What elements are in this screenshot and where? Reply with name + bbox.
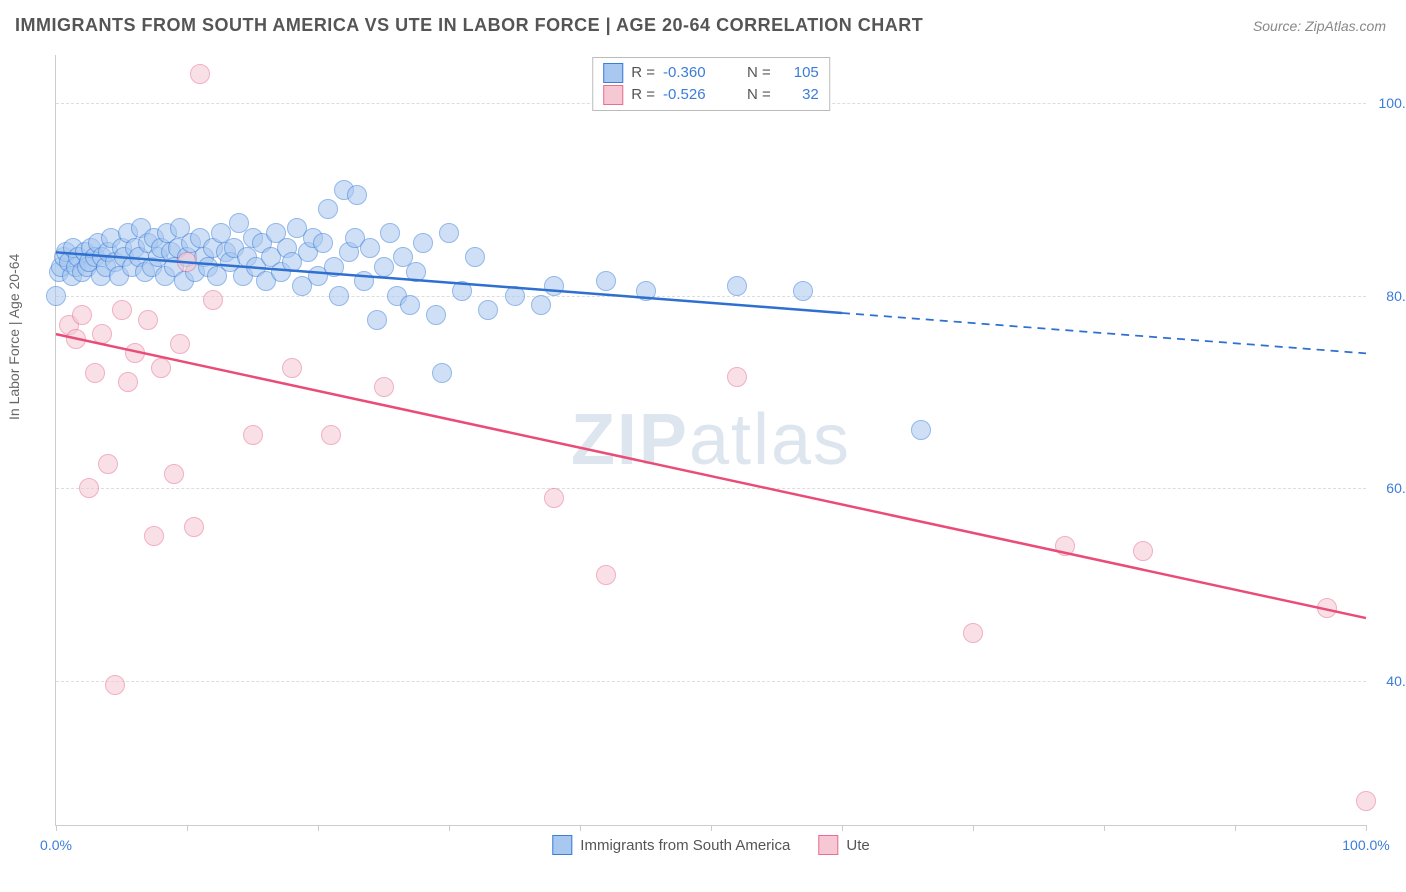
- y-axis-label: In Labor Force | Age 20-64: [6, 254, 22, 420]
- trend-line-dashed: [842, 313, 1366, 353]
- x-tick: [1104, 825, 1105, 831]
- legend-swatch: [603, 85, 623, 105]
- r-value: -0.526: [663, 84, 727, 106]
- r-label: R =: [631, 84, 655, 106]
- y-tick-label: 100.0%: [1379, 95, 1406, 111]
- trend-line: [56, 334, 1366, 618]
- legend-item: Immigrants from South America: [552, 835, 790, 855]
- trend-lines-layer: [56, 55, 1366, 825]
- n-value: 105: [779, 62, 819, 84]
- trend-line: [56, 252, 842, 313]
- x-tick: [187, 825, 188, 831]
- r-label: R =: [631, 62, 655, 84]
- y-tick-label: 40.0%: [1386, 673, 1406, 689]
- x-tick: [711, 825, 712, 831]
- legend-series-name: Immigrants from South America: [580, 837, 790, 854]
- x-tick: [842, 825, 843, 831]
- n-label: N =: [747, 84, 771, 106]
- n-label: N =: [747, 62, 771, 84]
- legend-swatch: [552, 835, 572, 855]
- legend-item: Ute: [818, 835, 869, 855]
- x-tick: [318, 825, 319, 831]
- legend-stat-row: R = -0.526 N = 32: [603, 84, 819, 106]
- r-value: -0.360: [663, 62, 727, 84]
- series-legend: Immigrants from South America Ute: [552, 835, 869, 855]
- y-tick-label: 60.0%: [1386, 480, 1406, 496]
- source-attribution: Source: ZipAtlas.com: [1253, 18, 1386, 34]
- n-value: 32: [779, 84, 819, 106]
- correlation-legend: R = -0.360 N = 105 R = -0.526 N = 32: [592, 57, 830, 111]
- chart-plot-area: ZIPatlas R =-0.360N =105R =-0.526N =32 I…: [55, 55, 1366, 826]
- x-tick: [1235, 825, 1236, 831]
- legend-series-name: Ute: [846, 837, 869, 854]
- x-tick-label: 0.0%: [40, 837, 72, 853]
- x-tick: [580, 825, 581, 831]
- x-tick: [973, 825, 974, 831]
- x-tick: [1366, 825, 1367, 831]
- x-tick: [449, 825, 450, 831]
- legend-swatch: [603, 63, 623, 83]
- chart-title: IMMIGRANTS FROM SOUTH AMERICA VS UTE IN …: [15, 15, 923, 36]
- legend-stat-row: R = -0.360 N = 105: [603, 62, 819, 84]
- legend-swatch: [818, 835, 838, 855]
- y-tick-label: 80.0%: [1386, 288, 1406, 304]
- x-tick: [56, 825, 57, 831]
- x-tick-label: 100.0%: [1342, 837, 1389, 853]
